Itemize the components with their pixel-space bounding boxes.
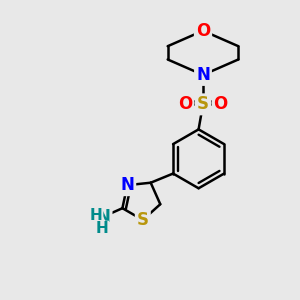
Text: N: N bbox=[97, 208, 110, 226]
Text: S: S bbox=[137, 211, 149, 229]
Text: O: O bbox=[178, 95, 193, 113]
Text: H: H bbox=[96, 221, 109, 236]
Text: O: O bbox=[196, 22, 210, 40]
Text: H: H bbox=[90, 208, 103, 224]
Text: S: S bbox=[197, 95, 209, 113]
Text: N: N bbox=[120, 176, 134, 194]
Text: N: N bbox=[196, 66, 210, 84]
Text: O: O bbox=[214, 95, 228, 113]
